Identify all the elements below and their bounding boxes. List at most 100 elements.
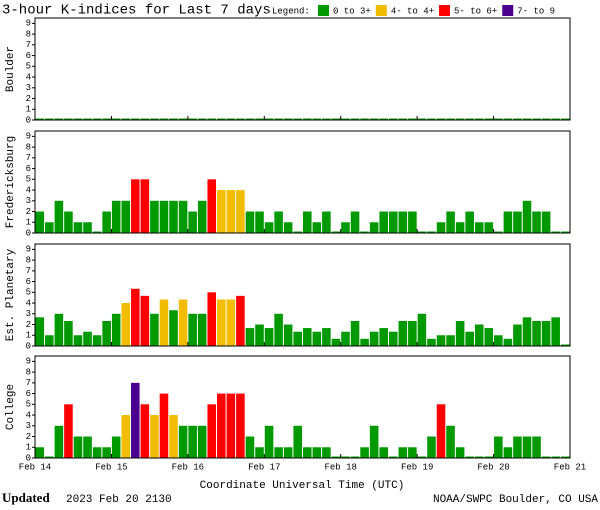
y-tick-label: 1 — [26, 443, 31, 453]
bar — [341, 456, 350, 458]
y-tick-label: 8 — [26, 367, 31, 377]
bar — [150, 313, 159, 346]
bar — [54, 200, 64, 233]
bar — [83, 331, 92, 346]
updated-label: Updated — [2, 490, 50, 505]
y-axis-label: Fredericksburg — [5, 136, 17, 228]
legend-entry: 5- to 6+ — [454, 6, 497, 16]
bar — [560, 456, 570, 458]
bar — [92, 231, 102, 233]
bar — [283, 324, 293, 346]
bar — [369, 331, 379, 346]
bar — [102, 118, 111, 120]
bar — [417, 118, 427, 120]
bar — [560, 118, 570, 120]
bar — [494, 231, 503, 233]
bar — [188, 211, 197, 233]
bar — [236, 295, 245, 346]
bar — [484, 456, 494, 458]
bar — [513, 211, 522, 233]
bar — [427, 231, 436, 233]
bar — [245, 436, 255, 458]
bar — [322, 118, 331, 120]
y-axis-label: College — [5, 384, 17, 430]
x-tick-label: Feb 21 — [554, 462, 586, 472]
bar — [111, 118, 121, 120]
bar — [503, 118, 513, 120]
bar — [436, 404, 446, 458]
plot-frame — [34, 355, 571, 459]
bar — [484, 118, 494, 120]
legend-entry: 0 to 3+ — [333, 6, 371, 16]
bar — [303, 211, 312, 233]
bar — [131, 382, 140, 458]
bar — [312, 118, 322, 120]
bar — [64, 320, 73, 346]
bar — [494, 118, 503, 120]
bar — [150, 200, 159, 233]
bar — [379, 447, 388, 458]
bar — [197, 200, 207, 233]
bar — [264, 118, 274, 120]
bar — [35, 118, 45, 120]
bar — [398, 320, 408, 346]
x-tick-label: Feb 14 — [19, 462, 51, 472]
legend-swatch — [439, 5, 451, 16]
bar — [45, 335, 54, 346]
bar — [465, 456, 474, 458]
bar — [474, 324, 484, 346]
bar — [169, 118, 178, 120]
bar — [341, 222, 350, 233]
y-tick-label: 7 — [26, 378, 31, 388]
bar — [207, 292, 217, 346]
bar — [532, 118, 541, 120]
y-tick-label: 0 — [26, 115, 31, 125]
y-tick-label: 3 — [26, 83, 31, 93]
y-tick-label: 5 — [26, 175, 31, 185]
bar — [188, 313, 197, 346]
bar — [169, 310, 178, 346]
bar — [236, 118, 245, 120]
bar — [245, 328, 255, 346]
bar — [303, 118, 312, 120]
bar — [331, 338, 341, 346]
bar — [255, 211, 264, 233]
y-tick-label: 1 — [26, 331, 31, 341]
bar — [360, 118, 369, 120]
bar — [293, 331, 302, 346]
bar — [446, 425, 455, 458]
bar — [436, 222, 446, 233]
bar — [331, 231, 341, 233]
y-tick-label: 6 — [26, 51, 31, 61]
y-tick-label: 3 — [26, 196, 31, 206]
bar — [102, 447, 111, 458]
x-tick-label: Feb 16 — [172, 462, 204, 472]
bar — [551, 456, 560, 458]
bar — [417, 456, 427, 458]
bar — [398, 211, 408, 233]
bar — [398, 447, 408, 458]
bar — [73, 118, 83, 120]
bar — [331, 456, 341, 458]
bar — [111, 436, 121, 458]
bar — [312, 447, 322, 458]
bar — [560, 344, 570, 346]
bar — [92, 335, 102, 346]
legend-swatch — [318, 5, 329, 16]
bar — [217, 299, 226, 346]
y-tick-label: 2 — [26, 320, 31, 330]
bar — [408, 320, 417, 346]
bar — [178, 299, 188, 346]
bar — [236, 393, 245, 458]
bar — [54, 313, 64, 346]
bar — [264, 222, 274, 233]
bar — [92, 447, 102, 458]
bar — [217, 190, 226, 233]
bar — [197, 118, 207, 120]
bar — [331, 118, 341, 120]
bar — [54, 118, 64, 120]
bar — [188, 425, 197, 458]
legend-label: Legend: — [272, 6, 310, 16]
bar — [264, 328, 274, 346]
y-tick-label: 1 — [26, 218, 31, 228]
